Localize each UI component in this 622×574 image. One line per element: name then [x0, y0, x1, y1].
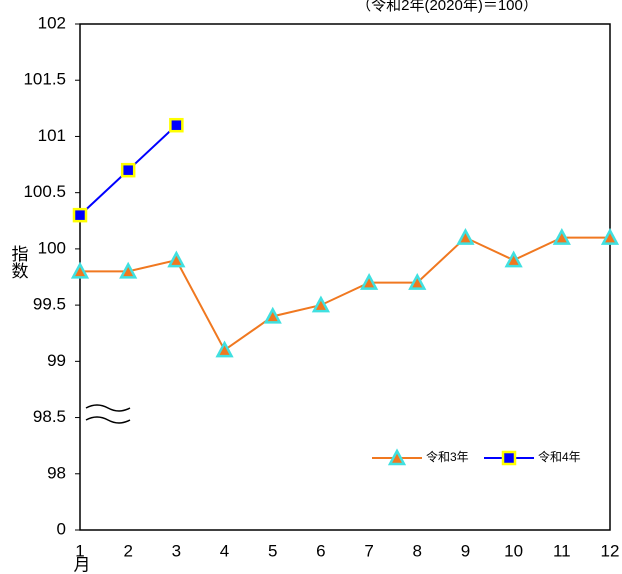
legend-label: 令和4年 [538, 449, 581, 464]
plot-frame [79, 23, 611, 531]
point-marker [600, 228, 620, 245]
point-marker [119, 261, 138, 279]
subtitle: （令和2年(2020年)＝100） [356, 0, 538, 14]
series-line [80, 236, 610, 352]
legend-marker [501, 450, 517, 466]
legend-label: 令和3年 [426, 449, 469, 464]
series [70, 228, 620, 358]
y-axis-label: 指数 [9, 245, 29, 279]
point-marker [167, 250, 186, 268]
x-tick-label: 11 [553, 541, 571, 560]
series [72, 117, 184, 223]
point-marker [456, 228, 475, 245]
y-tick-label: 98.5 [33, 407, 66, 426]
x-tick-label: 1 [75, 541, 84, 560]
y-tick-label: 100.5 [23, 182, 66, 201]
y-tick-label: 100 [38, 238, 66, 257]
y-tick-label: 98 [47, 463, 66, 482]
point-marker [311, 295, 331, 313]
y-tick-label: 99.5 [33, 295, 66, 314]
point-marker [408, 272, 427, 290]
point-marker [263, 306, 282, 324]
point-marker [552, 228, 571, 245]
x-axis-label: 月 [74, 555, 91, 574]
x-tick-label: 2 [123, 541, 132, 560]
x-tick-label: 12 [601, 541, 620, 560]
x-tick-label: 4 [220, 541, 229, 560]
x-tick-label: 6 [316, 541, 325, 560]
x-tick-label: 10 [504, 541, 523, 560]
point-marker [504, 250, 523, 268]
point-marker [72, 207, 88, 223]
point-marker [169, 117, 184, 133]
point-marker [359, 272, 379, 290]
point-marker [215, 340, 234, 358]
y-tick-label: 101 [38, 126, 66, 145]
legend-marker [387, 448, 407, 466]
y-tick-label: 0 [57, 519, 66, 538]
point-marker [70, 261, 90, 279]
point-marker [120, 162, 136, 178]
x-tick-label: 5 [268, 541, 277, 560]
x-tick-label: 9 [461, 541, 470, 560]
y-tick-label: 102 [38, 13, 66, 32]
x-tick-label: 3 [172, 541, 181, 560]
y-tick-label: 101.5 [23, 70, 66, 89]
axis-break [85, 404, 131, 424]
x-tick-label: 8 [413, 541, 422, 560]
x-tick-label: 7 [364, 541, 373, 560]
y-tick-label: 99 [47, 351, 66, 370]
